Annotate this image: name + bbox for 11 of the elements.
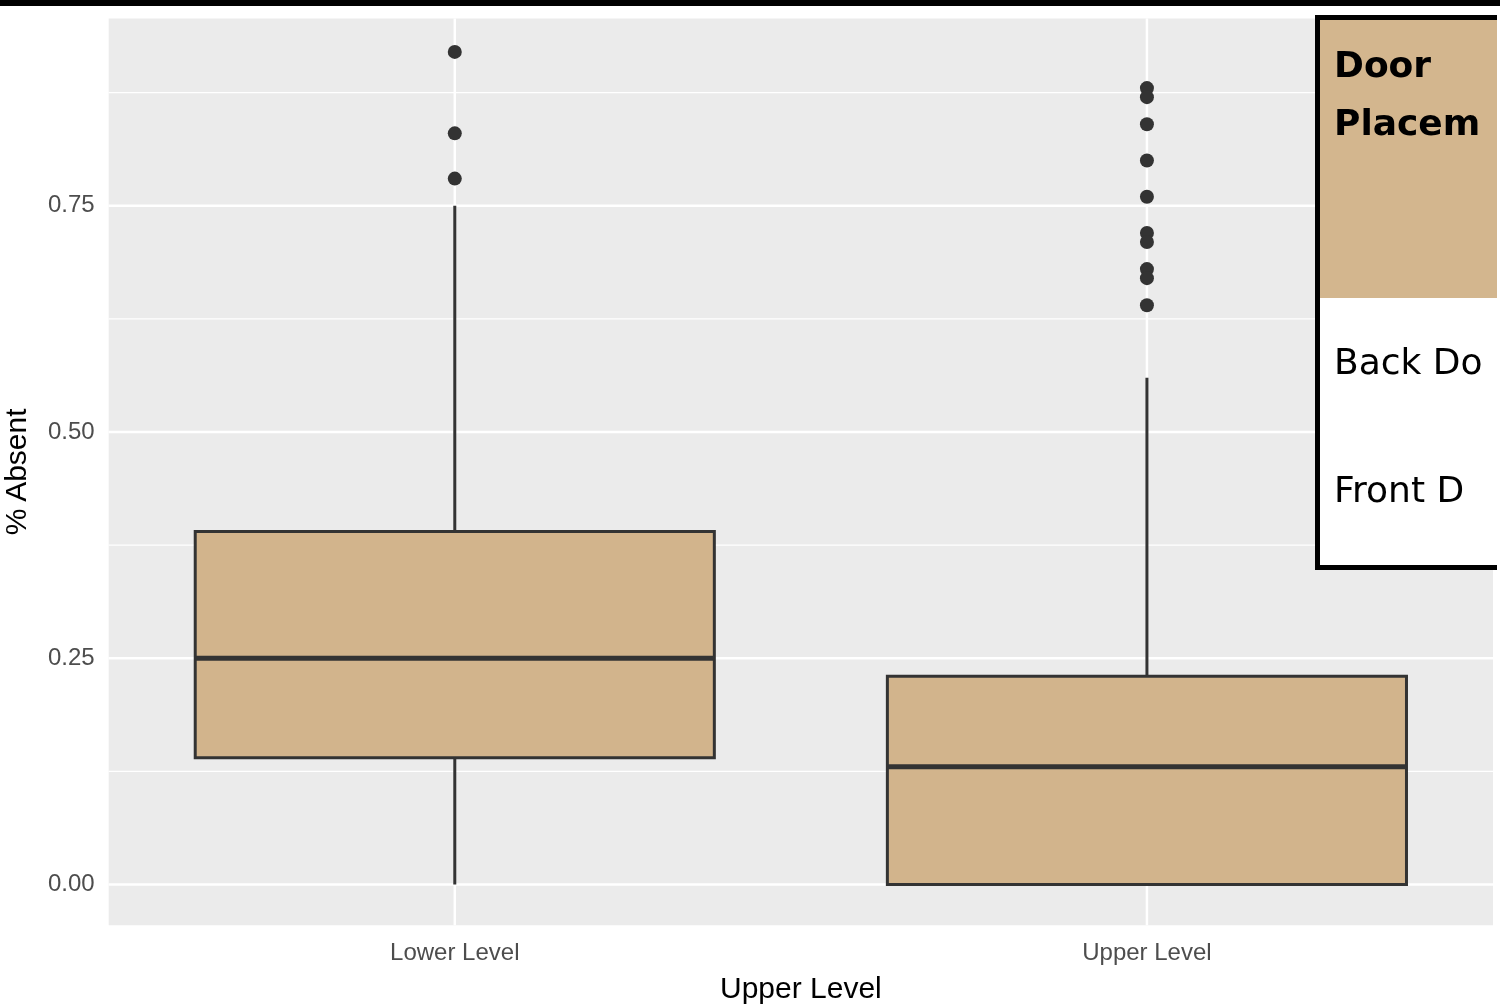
table-panel: Door Placem Back Do Front D bbox=[1315, 15, 1497, 570]
annotation: Back Do bbox=[1333, 340, 1484, 384]
annotation: Front D bbox=[1333, 468, 1466, 512]
y-tick-label: 0.75 bbox=[47, 190, 95, 218]
y-tick-label: 0.00 bbox=[47, 869, 95, 897]
x-tick-label: Lower Level bbox=[390, 938, 520, 966]
y-tick-label: 0.25 bbox=[47, 642, 95, 670]
annotation: Door Placem bbox=[1320, 20, 1497, 298]
y-tick-label: 0.50 bbox=[47, 416, 95, 444]
y-axis-title: % Absent bbox=[0, 407, 33, 536]
x-axis-title: Upper Level bbox=[719, 971, 882, 1005]
